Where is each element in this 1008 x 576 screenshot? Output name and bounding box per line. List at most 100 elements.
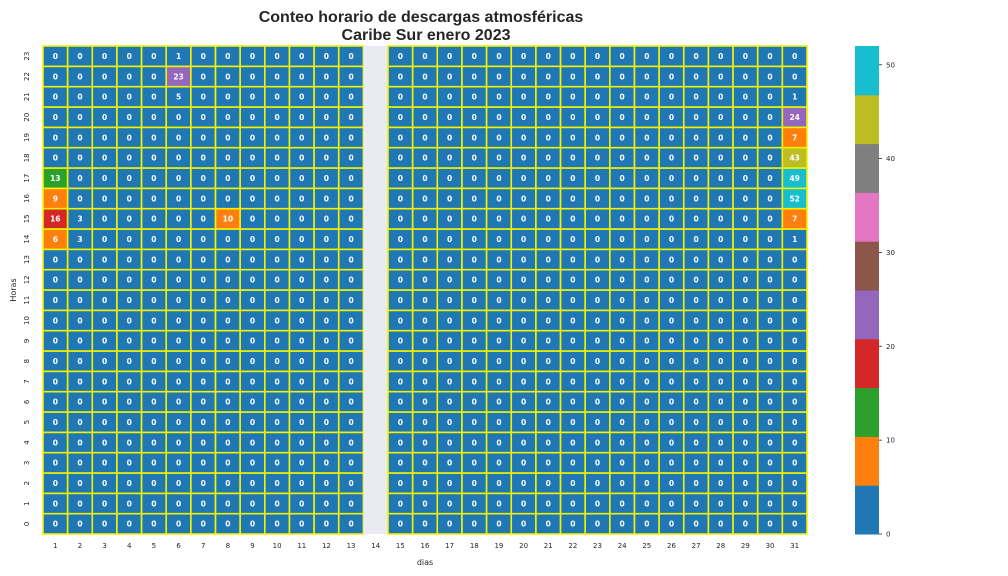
cell-value-label: 0: [447, 296, 452, 305]
y-tick-label: 16: [23, 194, 31, 203]
cell-value-label: 0: [570, 133, 575, 142]
colorbar-tick-label: 20: [886, 343, 895, 351]
cell-value-label: 0: [176, 255, 181, 264]
cell-value-label: 0: [743, 296, 748, 305]
cell-value-label: 0: [53, 93, 58, 102]
cell-value-label: 0: [472, 215, 477, 224]
cell-value-label: 0: [472, 154, 477, 163]
cell-value-label: 0: [422, 215, 427, 224]
cell-value-label: 0: [743, 113, 748, 122]
cell-value-label: 0: [53, 72, 58, 81]
cell-value-label: 0: [127, 418, 132, 427]
cell-value-label: 0: [77, 72, 82, 81]
cell-value-label: 0: [669, 520, 674, 529]
cell-value-label: 0: [176, 276, 181, 285]
y-axis-label: Horas: [9, 278, 18, 301]
cell-value-label: 0: [620, 316, 625, 325]
cell-value-label: 0: [250, 398, 255, 407]
cell-value-label: 0: [693, 276, 698, 285]
cell-value-label: 0: [299, 133, 304, 142]
cell-value-label: 0: [595, 276, 600, 285]
cell-value-label: 0: [299, 174, 304, 183]
cell-value-label: 0: [496, 235, 501, 244]
cell-value-label: 0: [176, 499, 181, 508]
cell-value-label: 0: [422, 337, 427, 346]
cell-value-label: 0: [77, 520, 82, 529]
cell-value-label: 7: [792, 215, 797, 224]
cell-value-label: 0: [225, 276, 230, 285]
cell-value-label: 0: [447, 499, 452, 508]
cell-value-label: 0: [102, 398, 107, 407]
heatmap-cell-missing: [363, 269, 389, 290]
cell-value-label: 0: [570, 215, 575, 224]
cell-value-label: 0: [693, 499, 698, 508]
cell-value-label: 0: [718, 418, 723, 427]
colorbar-tick-label: 50: [886, 61, 895, 69]
x-tick-label: 1: [53, 542, 57, 550]
cell-value-label: 0: [496, 377, 501, 386]
cell-value-label: 0: [398, 520, 403, 529]
cell-value-label: 0: [422, 93, 427, 102]
cell-value-label: 24: [789, 113, 799, 122]
cell-value-label: 0: [792, 418, 797, 427]
cell-value-label: 0: [398, 377, 403, 386]
cell-value-label: 0: [53, 438, 58, 447]
cell-value-label: 0: [792, 377, 797, 386]
heatmap-cell-missing: [363, 391, 389, 412]
cell-value-label: 0: [53, 499, 58, 508]
cell-value-label: 0: [767, 459, 772, 468]
cell-value-label: 0: [127, 296, 132, 305]
cell-value-label: 0: [546, 113, 551, 122]
cell-value-label: 0: [620, 93, 625, 102]
heatmap-cell-missing: [363, 46, 389, 67]
cell-value-label: 0: [348, 398, 353, 407]
cell-value-label: 43: [789, 154, 799, 163]
cell-value-label: 0: [201, 316, 206, 325]
cell-value-label: 0: [348, 52, 353, 61]
cell-value-label: 0: [53, 316, 58, 325]
cell-value-label: 0: [77, 499, 82, 508]
cell-value-label: 0: [151, 52, 156, 61]
cell-value-label: 0: [275, 174, 280, 183]
cell-value-label: 0: [743, 438, 748, 447]
cell-value-label: 0: [620, 215, 625, 224]
cell-value-label: 0: [644, 133, 649, 142]
cell-value-label: 0: [743, 133, 748, 142]
cell-value-label: 0: [644, 499, 649, 508]
cell-value-label: 0: [102, 215, 107, 224]
cell-value-label: 0: [718, 276, 723, 285]
cell-value-label: 0: [324, 276, 329, 285]
cell-value-label: 0: [496, 276, 501, 285]
colorbar-segment: [855, 143, 879, 193]
cell-value-label: 0: [53, 520, 58, 529]
colorbar-segment: [855, 290, 879, 340]
cell-value-label: 0: [693, 215, 698, 224]
cell-value-label: 0: [151, 93, 156, 102]
cell-value-label: 0: [792, 337, 797, 346]
cell-value-label: 0: [299, 418, 304, 427]
cell-value-label: 0: [595, 398, 600, 407]
colorbar-segment: [855, 94, 879, 145]
cell-value-label: 0: [348, 418, 353, 427]
cell-value-label: 0: [521, 377, 526, 386]
cell-value-label: 0: [299, 479, 304, 488]
cell-value-label: 0: [644, 296, 649, 305]
cell-value-label: 0: [792, 52, 797, 61]
y-tick-label: 14: [23, 234, 31, 243]
cell-value-label: 0: [398, 357, 403, 366]
cell-value-label: 0: [127, 113, 132, 122]
cell-value-label: 0: [299, 235, 304, 244]
cell-value-label: 0: [127, 499, 132, 508]
cell-value-label: 0: [398, 194, 403, 203]
cell-value-label: 0: [496, 418, 501, 427]
cell-value-label: 0: [151, 377, 156, 386]
cell-value-label: 0: [718, 438, 723, 447]
cell-value-label: 0: [127, 337, 132, 346]
y-tick-label: 13: [23, 255, 31, 264]
cell-value-label: 0: [77, 255, 82, 264]
cell-value-label: 0: [102, 52, 107, 61]
cell-value-label: 0: [447, 194, 452, 203]
cell-value-label: 0: [348, 459, 353, 468]
cell-value-label: 0: [176, 316, 181, 325]
cell-value-label: 0: [324, 154, 329, 163]
